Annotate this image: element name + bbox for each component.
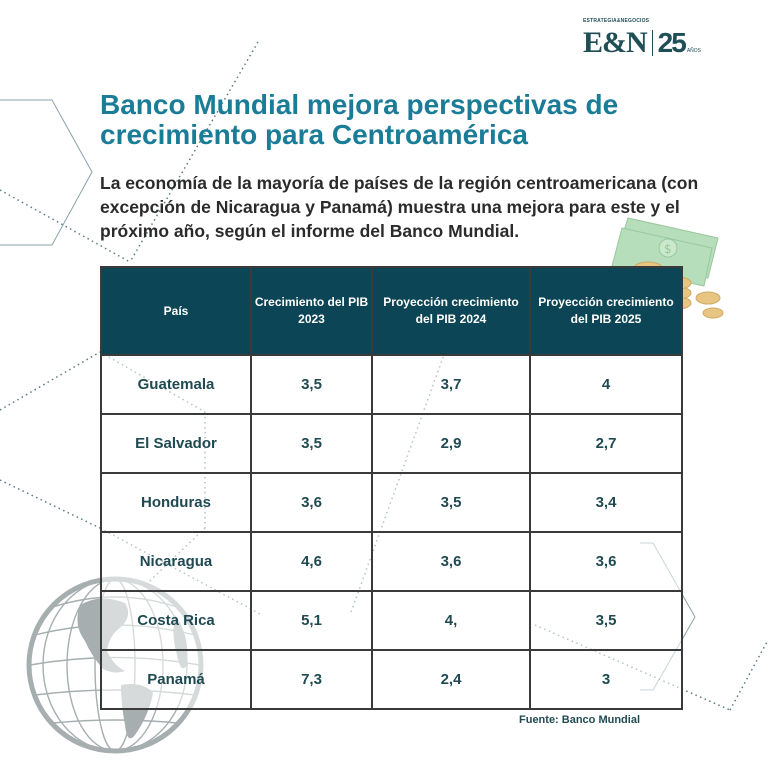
- source-note: Fuente: Banco Mundial: [519, 714, 640, 726]
- pib-2024-cell: 2,9: [371, 413, 531, 474]
- pib-2023-cell: 4,6: [250, 531, 373, 592]
- page-title: Banco Mundial mejora perspectivas de cre…: [100, 89, 619, 150]
- pib-2024-cell: 3,7: [371, 354, 531, 415]
- table-row: Guatemala 3,5 3,7 4: [100, 354, 683, 415]
- pib-2025-cell: 3,4: [529, 472, 683, 533]
- gdp-growth-table: País Crecimiento del PIB 2023 Proyección…: [100, 266, 683, 710]
- pib-2025-cell: 4: [529, 354, 683, 415]
- pib-2025-cell: 3,5: [529, 590, 683, 651]
- pib-2025-cell: 2,7: [529, 413, 683, 474]
- table-row: Honduras 3,6 3,5 3,4: [100, 472, 683, 533]
- pib-2025-cell: 3,6: [529, 531, 683, 592]
- country-cell: Honduras: [100, 472, 252, 533]
- table-row: El Salvador 3,5 2,9 2,7: [100, 413, 683, 474]
- pib-2024-cell: 3,6: [371, 531, 531, 592]
- hexagon-outline-left: [0, 99, 93, 246]
- pib-2023-cell: 3,5: [250, 354, 373, 415]
- pib-2023-cell: 3,5: [250, 413, 373, 474]
- anniversary-number: 25: [657, 27, 687, 58]
- brand-logo: ESTRATEGIA&NEGOCIOS E&N 25 AÑOS: [583, 18, 701, 58]
- pib-2023-cell: 3,6: [250, 472, 373, 533]
- pib-2024-cell: 2,4: [371, 649, 531, 710]
- header-country: País: [100, 266, 252, 356]
- header-pib-2023: Crecimiento del PIB 2023: [250, 266, 373, 356]
- table-row: Costa Rica 5,1 4, 3,5: [100, 590, 683, 651]
- country-cell: Guatemala: [100, 354, 252, 415]
- svg-text:$: $: [664, 242, 672, 256]
- header-pib-2025: Proyección crecimiento del PIB 2025: [529, 266, 683, 356]
- table-row: Nicaragua 4,6 3,6 3,6: [100, 531, 683, 592]
- header-pib-2024: Proyección crecimiento del PIB 2024: [371, 266, 531, 356]
- country-cell: Nicaragua: [100, 531, 252, 592]
- country-cell: El Salvador: [100, 413, 252, 474]
- country-cell: Costa Rica: [100, 590, 252, 651]
- pib-2023-cell: 5,1: [250, 590, 373, 651]
- pib-2025-cell: 3: [529, 649, 683, 710]
- pib-2024-cell: 3,5: [371, 472, 531, 533]
- pib-2023-cell: 7,3: [250, 649, 373, 710]
- brand-name: E&N: [583, 26, 648, 59]
- table-row: Panamá 7,3 2,4 3: [100, 649, 683, 710]
- table-header-row: País Crecimiento del PIB 2023 Proyección…: [100, 266, 683, 356]
- country-cell: Panamá: [100, 649, 252, 710]
- anniversary-suffix: AÑOS: [686, 48, 701, 54]
- brand-tagline: ESTRATEGIA&NEGOCIOS: [583, 18, 650, 24]
- article-subtitle: La economía de la mayoría de países de l…: [100, 173, 699, 241]
- logo-divider: [651, 30, 653, 56]
- pib-2024-cell: 4,: [371, 590, 531, 651]
